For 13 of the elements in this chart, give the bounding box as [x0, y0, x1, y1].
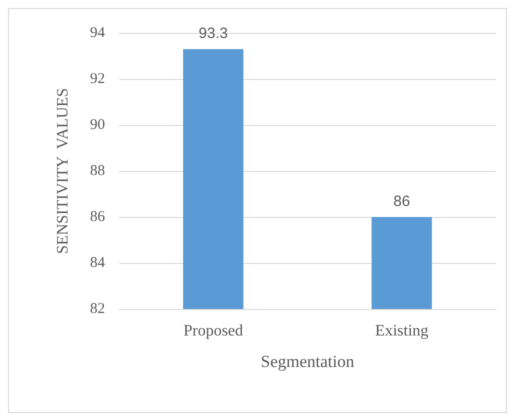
x-tick-label: Existing — [375, 322, 428, 340]
y-tick-label: 90 — [90, 117, 105, 133]
y-tick-label: 94 — [90, 25, 106, 41]
y-tick-label: 88 — [90, 163, 105, 179]
x-tick-label: Proposed — [183, 322, 244, 340]
y-axis-title: SENSITIVITY VALUES — [54, 88, 72, 254]
y-tick-label: 86 — [90, 209, 106, 225]
y-tick-label: 84 — [90, 255, 106, 271]
y-tick-label: 82 — [90, 301, 105, 317]
x-axis-title: Segmentation — [260, 352, 355, 371]
data-label: 86 — [393, 193, 410, 210]
data-label: 93.3 — [198, 25, 228, 42]
y-tick-label: 92 — [90, 71, 105, 87]
